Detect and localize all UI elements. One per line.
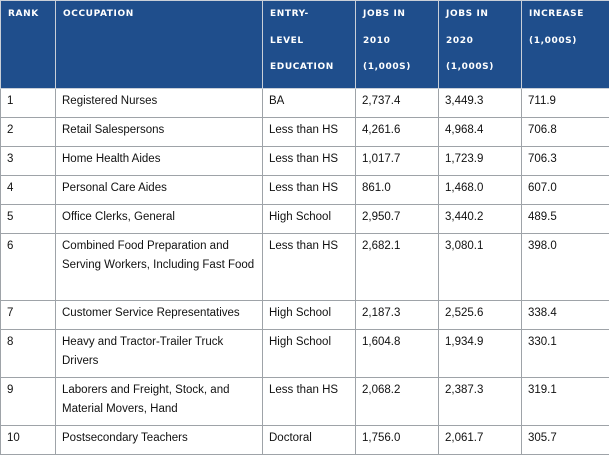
header-education-line: LEVEL [270, 36, 304, 46]
rank-cell: 5 [1, 205, 56, 234]
occupation-cell: Office Clerks, General [56, 205, 263, 234]
jobs-2020-cell: 3,440.2 [439, 205, 522, 234]
increase-cell: 398.0 [522, 234, 609, 301]
rank-cell: 9 [1, 378, 56, 426]
education-cell: High School [263, 205, 356, 234]
jobs-2020-cell: 1,934.9 [439, 330, 522, 378]
jobs-2010-cell: 2,737.4 [356, 89, 439, 118]
jobs-2020-cell: 4,968.4 [439, 118, 522, 147]
header-jobs-2010-line: 2010 [363, 36, 390, 46]
jobs-2020-cell: 2,387.3 [439, 378, 522, 426]
education-cell: Less than HS [263, 234, 356, 301]
jobs-2010-cell: 2,682.1 [356, 234, 439, 301]
header-increase-line: INCREASE [529, 9, 584, 19]
jobs-2020-cell: 3,449.3 [439, 89, 522, 118]
increase-cell: 706.3 [522, 147, 609, 176]
table-row: 2 Retail Salespersons Less than HS 4,261… [1, 118, 609, 147]
occupation-cell: Heavy and Tractor-Trailer Truck Drivers [56, 330, 263, 378]
header-jobs-2010-line: JOBS IN [363, 9, 406, 19]
jobs-2020-cell: 3,080.1 [439, 234, 522, 301]
table-row: 6 Combined Food Preparation and Serving … [1, 234, 609, 301]
header-occupation: OCCUPATION [56, 1, 263, 89]
rank-cell: 4 [1, 176, 56, 205]
rank-cell: 8 [1, 330, 56, 378]
increase-cell: 338.4 [522, 301, 609, 330]
increase-cell: 706.8 [522, 118, 609, 147]
occupation-cell: Customer Service Representatives [56, 301, 263, 330]
table-row: 1 Registered Nurses BA 2,737.4 3,449.3 7… [1, 89, 609, 118]
rank-cell: 6 [1, 234, 56, 301]
education-cell: High School [263, 301, 356, 330]
occupation-cell: Laborers and Freight, Stock, and Materia… [56, 378, 263, 426]
header-increase: INCREASE (1,000S) [522, 1, 609, 89]
education-cell: Less than HS [263, 176, 356, 205]
occupation-cell: Retail Salespersons [56, 118, 263, 147]
table-row: 4 Personal Care Aides Less than HS 861.0… [1, 176, 609, 205]
occupation-cell: Postsecondary Teachers [56, 426, 263, 455]
education-cell: Less than HS [263, 118, 356, 147]
header-jobs-2010-line: (1,000S) [363, 62, 411, 72]
increase-cell: 711.9 [522, 89, 609, 118]
rank-cell: 2 [1, 118, 56, 147]
occupation-cell: Registered Nurses [56, 89, 263, 118]
jobs-2010-cell: 2,950.7 [356, 205, 439, 234]
header-jobs-2020-line: JOBS IN [446, 9, 489, 19]
header-row: RANK OCCUPATION ENTRY- LEVEL EDUCATION J… [1, 1, 609, 89]
education-cell: High School [263, 330, 356, 378]
increase-cell: 305.7 [522, 426, 609, 455]
increase-cell: 607.0 [522, 176, 609, 205]
table-row: 5 Office Clerks, General High School 2,9… [1, 205, 609, 234]
header-rank-label: RANK [8, 9, 39, 19]
occupation-cell: Home Health Aides [56, 147, 263, 176]
rank-cell: 1 [1, 89, 56, 118]
header-education-line: ENTRY- [270, 9, 309, 19]
header-occupation-label: OCCUPATION [63, 9, 134, 19]
header-education: ENTRY- LEVEL EDUCATION [263, 1, 356, 89]
rank-cell: 7 [1, 301, 56, 330]
header-jobs-2010: JOBS IN 2010 (1,000S) [356, 1, 439, 89]
occupation-cell: Combined Food Preparation and Serving Wo… [56, 234, 263, 301]
table-row: 8 Heavy and Tractor-Trailer Truck Driver… [1, 330, 609, 378]
education-cell: BA [263, 89, 356, 118]
rank-cell: 10 [1, 426, 56, 455]
education-cell: Doctoral [263, 426, 356, 455]
header-increase-line: (1,000S) [529, 36, 577, 46]
header-rank: RANK [1, 1, 56, 89]
header-jobs-2020-line: 2020 [446, 36, 473, 46]
rank-cell: 3 [1, 147, 56, 176]
header-education-line: EDUCATION [270, 62, 334, 72]
jobs-2010-cell: 1,017.7 [356, 147, 439, 176]
table-row: 10 Postsecondary Teachers Doctoral 1,756… [1, 426, 609, 455]
education-cell: Less than HS [263, 378, 356, 426]
jobs-2010-cell: 861.0 [356, 176, 439, 205]
jobs-2010-cell: 1,604.8 [356, 330, 439, 378]
jobs-2020-cell: 1,468.0 [439, 176, 522, 205]
increase-cell: 330.1 [522, 330, 609, 378]
occupation-cell: Personal Care Aides [56, 176, 263, 205]
jobs-2020-cell: 2,525.6 [439, 301, 522, 330]
header-jobs-2020: JOBS IN 2020 (1,000S) [439, 1, 522, 89]
jobs-2010-cell: 2,187.3 [356, 301, 439, 330]
jobs-2010-cell: 2,068.2 [356, 378, 439, 426]
education-cell: Less than HS [263, 147, 356, 176]
table-row: 9 Laborers and Freight, Stock, and Mater… [1, 378, 609, 426]
jobs-2020-cell: 1,723.9 [439, 147, 522, 176]
jobs-2020-cell: 2,061.7 [439, 426, 522, 455]
header-jobs-2020-line: (1,000S) [446, 62, 494, 72]
table-row: 7 Customer Service Representatives High … [1, 301, 609, 330]
increase-cell: 489.5 [522, 205, 609, 234]
table-row: 3 Home Health Aides Less than HS 1,017.7… [1, 147, 609, 176]
jobs-2010-cell: 4,261.6 [356, 118, 439, 147]
increase-cell: 319.1 [522, 378, 609, 426]
jobs-2010-cell: 1,756.0 [356, 426, 439, 455]
